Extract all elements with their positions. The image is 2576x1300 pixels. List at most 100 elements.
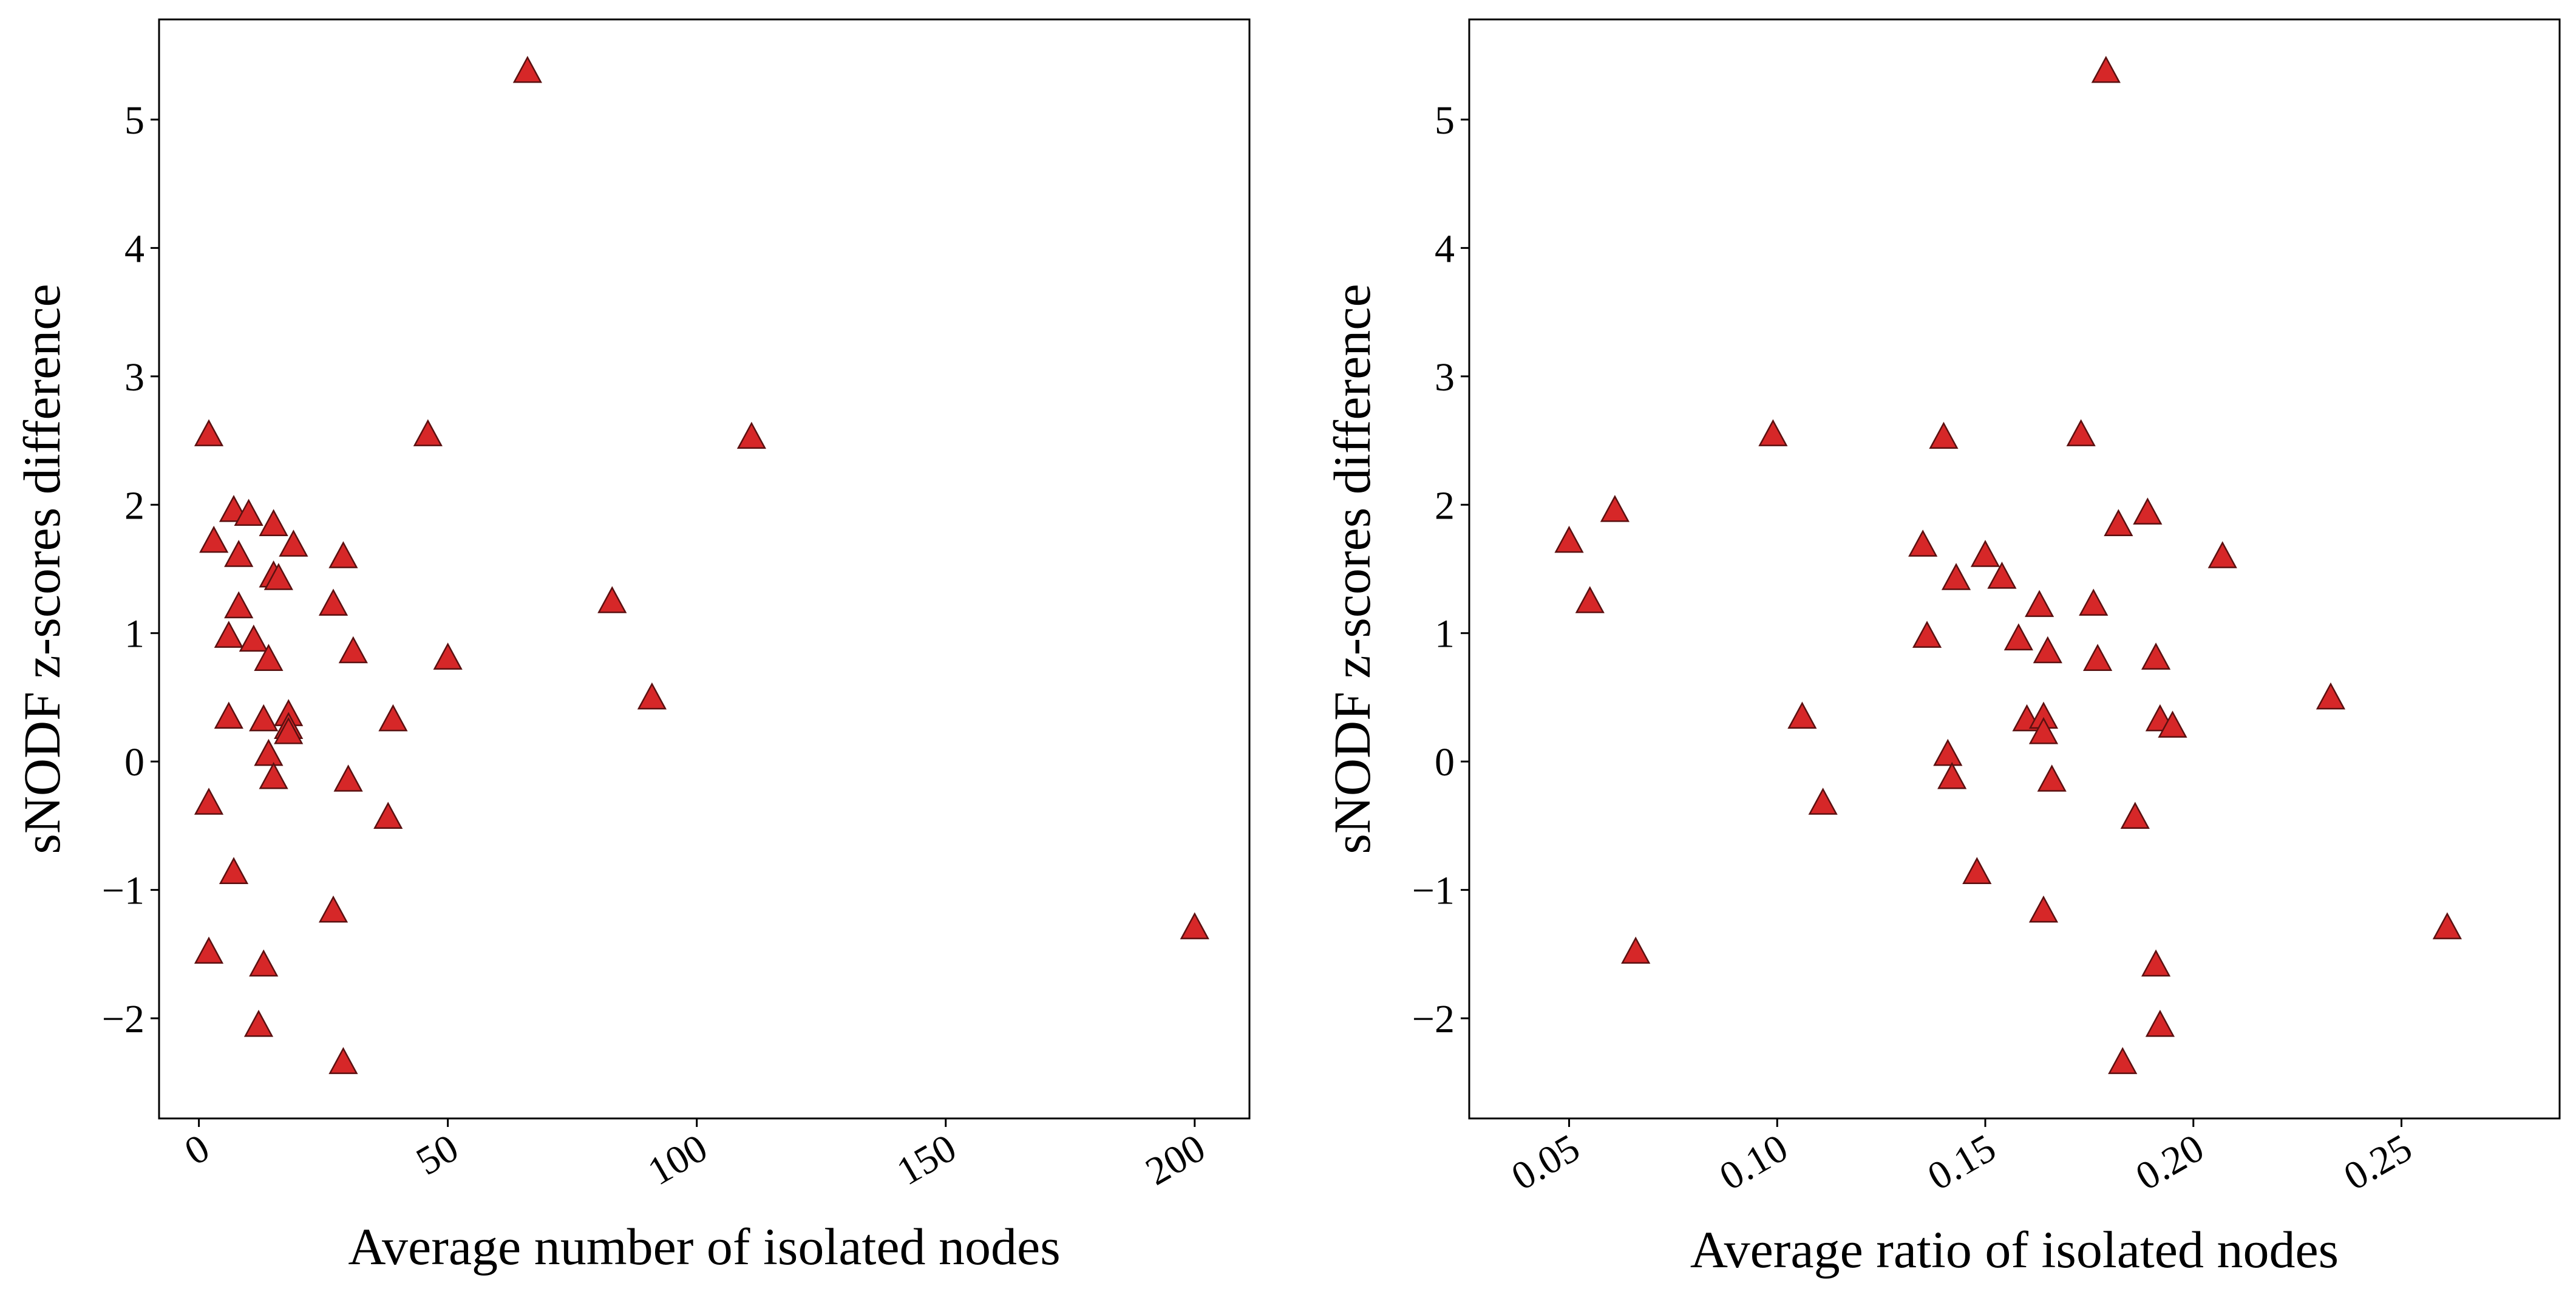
right-scatter-point <box>2028 895 2059 923</box>
left-y-tick-label: 0 <box>124 740 144 784</box>
right-scatter-point <box>1908 529 1938 557</box>
right-scatter-point <box>1937 761 1967 789</box>
right-y-tick-label: −2 <box>1412 997 1455 1041</box>
right-scatter-point <box>2028 716 2059 744</box>
right-scatter-point <box>1554 525 1584 553</box>
left-y-tick-label: 2 <box>124 483 144 528</box>
right-scatter-point <box>1787 701 1817 729</box>
right-x-tick-label: 0.25 <box>2336 1126 2419 1199</box>
left-y-axis-title: sNODF z-scores difference <box>13 284 71 854</box>
right-y-tick-label: −1 <box>1412 869 1455 913</box>
right-y-axis-title: sNODF z-scores difference <box>1323 284 1381 854</box>
right-scatter-point <box>2066 419 2096 446</box>
right-y-tick-label: 1 <box>1435 612 1455 656</box>
right-scatter-point <box>2316 682 2346 710</box>
left-x-tick-label: 0 <box>177 1126 217 1174</box>
right-scatter-point <box>2037 764 2067 792</box>
left-scatter-point <box>214 701 243 729</box>
left-scatter-point <box>254 644 284 671</box>
right-scatter-point <box>2141 642 2171 670</box>
right-scatter-point <box>2033 636 2062 664</box>
right-scatter-point <box>1962 857 1992 884</box>
right-scatter-point <box>1808 788 1838 815</box>
left-x-ticks: 0 50 100 150 200 <box>177 1118 1212 1194</box>
right-scatter-point <box>1575 586 1605 613</box>
right-y-tick-label: 3 <box>1435 355 1455 400</box>
left-y-tick-label: 4 <box>124 226 144 271</box>
right-x-tick-label: 0.10 <box>1712 1126 1795 1199</box>
right-scatter-point <box>2083 644 2113 671</box>
left-scatter-point <box>333 764 363 792</box>
left-scatter-point <box>512 55 542 83</box>
left-scatter-point <box>194 936 224 964</box>
right-x-tick-label: 0.20 <box>2129 1126 2212 1199</box>
right-scatter-point <box>2158 710 2187 738</box>
right-plot-frame <box>1468 18 2561 1120</box>
right-scatter-point <box>2432 912 2462 939</box>
left-scatter-point <box>259 509 288 536</box>
left-y-tick-label: −1 <box>102 869 144 913</box>
left-scatter-point <box>338 636 368 664</box>
right-scatter-point <box>1970 540 2000 567</box>
right-scatter-point <box>1941 563 1971 590</box>
right-x-tick-label: 0.05 <box>1504 1126 1587 1199</box>
left-y-tick-label: 1 <box>124 612 144 656</box>
right-scatter-point <box>2133 497 2163 525</box>
right-scatter-point <box>2108 1047 2138 1074</box>
left-scatter-point <box>274 716 304 744</box>
left-scatter-point <box>373 801 403 829</box>
left-scatter-point <box>318 588 348 616</box>
left-scatter-point <box>378 704 408 732</box>
left-scatter-point <box>194 788 224 815</box>
left-x-tick-label: 50 <box>409 1126 466 1184</box>
right-scatter-point <box>1912 621 1942 648</box>
left-scatter-point <box>279 529 308 557</box>
left-scatter-point <box>597 586 627 613</box>
left-scatter-point <box>433 642 463 670</box>
left-x-tick-label: 100 <box>641 1126 715 1194</box>
right-scatter-panel: 0.05 0.10 0.15 0.20 0.25 −2 −1 0 1 2 3 4 5 Average … <box>1323 18 2561 1279</box>
right-x-tick-label: 0.15 <box>1920 1126 2003 1199</box>
left-scatter-point <box>199 525 229 553</box>
right-scatter-point <box>1987 562 2017 589</box>
left-plot-frame <box>158 18 1251 1120</box>
left-scatter-point <box>328 541 358 568</box>
right-scatter-point <box>2141 949 2171 977</box>
right-y-tick-label: 0 <box>1435 740 1455 784</box>
left-scatter-point <box>224 540 254 567</box>
left-y-tick-label: 5 <box>124 98 144 143</box>
left-scatter-panel: 0 50 100 150 200 −2 −1 0 1 2 3 4 5 Average number o… <box>13 18 1251 1276</box>
left-scatter-point <box>239 624 268 652</box>
left-scatter-point <box>224 591 254 619</box>
left-scatter-point <box>637 682 667 710</box>
left-scatter-point <box>249 704 279 732</box>
left-scatter-point <box>254 738 284 766</box>
left-scatter-point <box>263 563 293 590</box>
right-scatter-point <box>2079 588 2109 616</box>
right-x-axis-title: Average ratio of isolated nodes <box>1690 1220 2339 1279</box>
left-scatter-point <box>243 1010 274 1037</box>
right-y-ticks: −2 −1 0 1 2 3 4 5 <box>1412 98 1469 1041</box>
left-scatter-point <box>234 499 263 526</box>
right-scatter-point <box>2120 801 2150 829</box>
right-y-tick-label: 5 <box>1435 98 1455 143</box>
right-scatter-point <box>2091 55 2121 83</box>
right-scatter-point <box>2104 509 2133 536</box>
left-scatter-point <box>259 761 288 789</box>
left-y-tick-label: −2 <box>102 997 144 1041</box>
left-x-tick-label: 200 <box>1138 1126 1212 1194</box>
left-data-points <box>194 55 1209 1074</box>
left-scatter-point <box>413 419 443 446</box>
left-scatter-point <box>249 949 279 977</box>
left-y-tick-label: 3 <box>124 355 144 400</box>
right-scatter-point <box>2145 1010 2175 1037</box>
left-scatter-point <box>318 895 348 923</box>
left-scatter-point <box>194 419 224 446</box>
right-x-ticks: 0.05 0.10 0.15 0.20 0.25 <box>1504 1118 2419 1199</box>
right-scatter-point <box>2003 623 2033 651</box>
left-scatter-point <box>1180 912 1209 939</box>
left-scatter-point <box>214 621 243 648</box>
right-scatter-point <box>1933 738 1963 766</box>
right-data-points <box>1554 55 2462 1074</box>
